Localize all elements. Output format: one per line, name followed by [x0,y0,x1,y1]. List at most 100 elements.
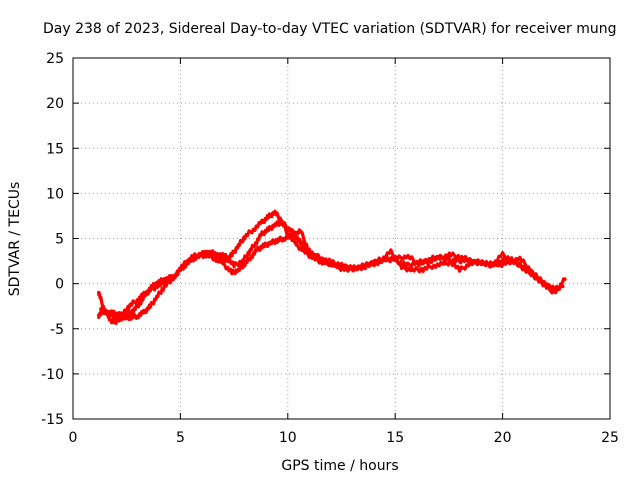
y-tick-label: -10 [41,367,64,383]
y-tick-label: 15 [46,141,64,157]
data-point [172,274,176,279]
data-point [142,310,146,315]
y-tick-label: 25 [46,51,64,67]
data-point [273,210,277,215]
y-tick-label: 0 [55,277,64,293]
series-layer [96,209,567,326]
data-point [236,243,241,248]
data-point [197,252,202,257]
data-point [221,261,226,266]
data-point [281,236,286,241]
data-point [341,264,346,269]
data-point [135,314,140,318]
data-point [556,287,561,291]
data-point [292,232,297,236]
data-point [243,261,247,266]
data-point [260,220,264,225]
grid-layer [73,58,610,419]
data-point [517,256,522,261]
data-point [144,292,148,297]
data-point [124,312,129,317]
data-point [268,241,273,245]
data-point [206,250,211,254]
x-tick-label: 10 [279,430,297,446]
data-point [212,256,217,261]
y-tick-label: -15 [41,412,64,428]
data-point [112,311,116,316]
data-point [560,284,565,289]
data-point [148,304,153,308]
data-point [442,261,447,266]
data-point [513,261,518,265]
data-point [135,298,140,302]
data-point [266,227,271,232]
data-point [114,320,118,325]
data-point [457,268,462,272]
data-point [535,276,539,281]
data-point [303,250,307,254]
data-point [311,252,316,257]
y-tick-label: 20 [46,96,64,112]
data-point [298,241,303,245]
y-tick-label: 10 [46,186,64,202]
data-point [127,304,131,308]
data-point [255,247,260,252]
data-point [481,261,486,265]
data-point [96,290,101,295]
data-point [550,290,554,295]
series-group [99,220,561,319]
data-point [363,264,367,269]
data-point [118,313,123,318]
data-point [189,258,193,262]
data-point [266,215,271,219]
data-point [273,223,277,227]
data-point [249,254,254,259]
data-point [150,284,155,289]
data-point [395,256,400,261]
data-point [389,250,393,254]
data-point [262,243,266,248]
data-point [131,308,135,313]
data-point [406,254,410,259]
data-point [163,277,168,281]
data-point [236,268,241,272]
data-point [279,220,284,225]
x-tick-label: 25 [601,430,619,446]
x-tick-label: 0 [69,430,78,446]
data-point [500,252,505,257]
data-point [545,284,550,289]
data-point [107,317,112,322]
x-tick-label: 20 [494,430,512,446]
data-point [180,265,185,270]
data-point [438,255,443,260]
data-point [243,234,247,239]
data-point [374,261,378,265]
data-point [384,258,389,262]
data-point [157,280,161,284]
data-point [449,252,453,257]
data-point [294,243,299,247]
x-tick-label: 15 [386,430,404,446]
data-point [427,259,432,263]
data-point [223,254,228,259]
data-point [502,258,507,262]
data-point [230,252,234,257]
data-point [230,270,234,275]
y-tick-label: -5 [50,322,64,338]
data-point [96,313,101,318]
data-point [232,263,236,268]
y-tick-label: 5 [55,232,64,248]
data-point [470,259,475,263]
data-point [417,261,421,266]
data-point [99,307,103,311]
data-point [154,295,159,299]
data-point [240,259,245,263]
data-point [253,241,258,245]
series-line [99,220,560,319]
data-point [421,267,425,271]
data-point [399,265,404,270]
chart-title: Day 238 of 2023, Sidereal Day-to-day VTE… [43,21,617,37]
data-point [305,247,309,252]
data-point [352,267,357,271]
